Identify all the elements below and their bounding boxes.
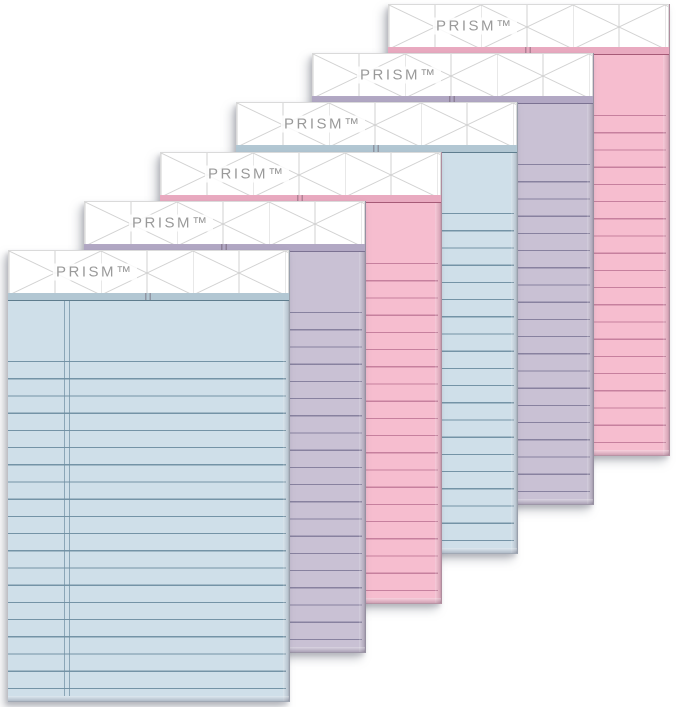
page-edge [283, 301, 289, 701]
notepad-header: PRISM™ [84, 201, 365, 244]
page-edge [587, 104, 593, 504]
notepad-body [8, 301, 289, 701]
page-edge [359, 252, 365, 652]
notepad-header: PRISM™ [388, 4, 669, 47]
brand-logo: PRISM™ [433, 17, 517, 35]
notepad-header: PRISM™ [312, 53, 593, 96]
triangle-pattern-icon [161, 153, 440, 195]
triangle-pattern-icon [313, 54, 592, 96]
notepad-header: PRISM™ [236, 102, 517, 145]
brand-logo: PRISM™ [281, 115, 365, 133]
page-edge [663, 55, 669, 455]
triangle-pattern-icon [389, 5, 668, 47]
brand-logo: PRISM™ [129, 214, 213, 232]
brand-logo: PRISM™ [357, 66, 441, 84]
page-edge [511, 153, 517, 553]
triangle-pattern-icon [237, 103, 516, 145]
triangle-pattern-icon [9, 251, 288, 293]
perforation-strip [8, 293, 289, 301]
margin-line [64, 301, 70, 696]
notepad-6-blue-front: PRISM™ [8, 250, 290, 702]
triangle-pattern-icon [85, 202, 364, 244]
bottom-curl [8, 696, 289, 701]
brand-logo: PRISM™ [53, 263, 137, 281]
page-edge [435, 203, 441, 603]
notepad-header: PRISM™ [8, 250, 289, 293]
ruled-lines [8, 345, 286, 696]
notepad-header: PRISM™ [160, 152, 441, 195]
brand-logo: PRISM™ [205, 165, 289, 183]
